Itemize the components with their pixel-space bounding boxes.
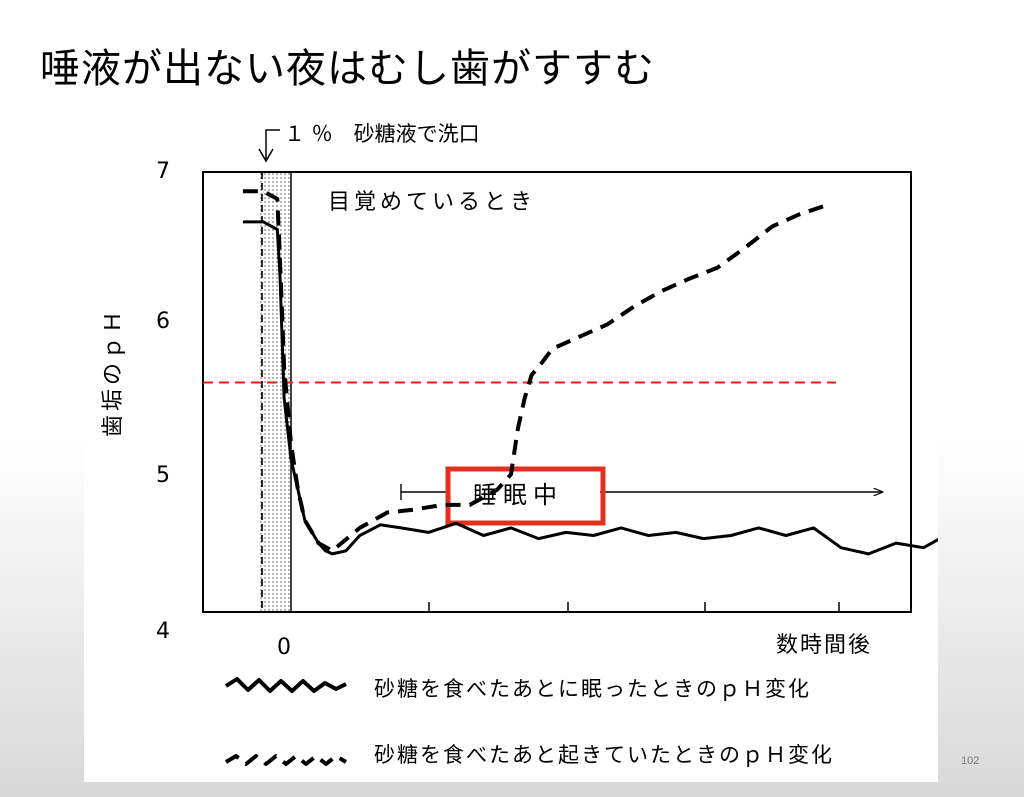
y-tick-label: 7: [156, 159, 170, 184]
awake-annotation: 目覚めているとき: [328, 190, 536, 215]
y-axis-label: 歯垢のｐＨ: [101, 307, 126, 437]
rinse-arrow-head: [258, 148, 274, 163]
series-awake-line: [242, 189, 828, 553]
sleep-label: 睡眠中: [473, 481, 563, 509]
slide-title: 唾液が出ない夜はむし歯がすすむ: [40, 46, 655, 92]
figure-panel: 7 6 5 4 0 歯垢のｐＨ 数時間後 １ ％ 砂糖液で洗口 目覚めているとき…: [84, 101, 1024, 782]
x-axis-label: 数時間後: [776, 633, 872, 658]
plot-frame: [202, 171, 912, 613]
rinse-annotation: １ ％ 砂糖液で洗口: [284, 122, 480, 146]
x-tick-label: 0: [277, 635, 291, 660]
rinse-arrow: [265, 129, 280, 159]
legend-sleep-label: 砂糖を食べたあとに眠ったときのｐＨ変化: [374, 677, 811, 701]
legend-awake-label: 砂糖を食べたあと起きていたときのｐＨ変化: [374, 743, 834, 767]
sleep-label-background: [450, 474, 600, 518]
ph-chart: 7 6 5 4 0 歯垢のｐＨ 数時間後 １ ％ 砂糖液で洗口 目覚めているとき…: [101, 122, 1024, 767]
legend-sleep-swatch: [224, 677, 347, 693]
y-tick-label: 4: [156, 619, 170, 644]
sleep-highlight-box: [445, 466, 606, 526]
legend-awake-swatch: [224, 754, 348, 766]
y-tick-label: 5: [156, 463, 170, 488]
series-sleep-line: [242, 220, 1024, 556]
page-number: 102: [961, 755, 980, 767]
y-tick-label: 6: [156, 309, 170, 334]
